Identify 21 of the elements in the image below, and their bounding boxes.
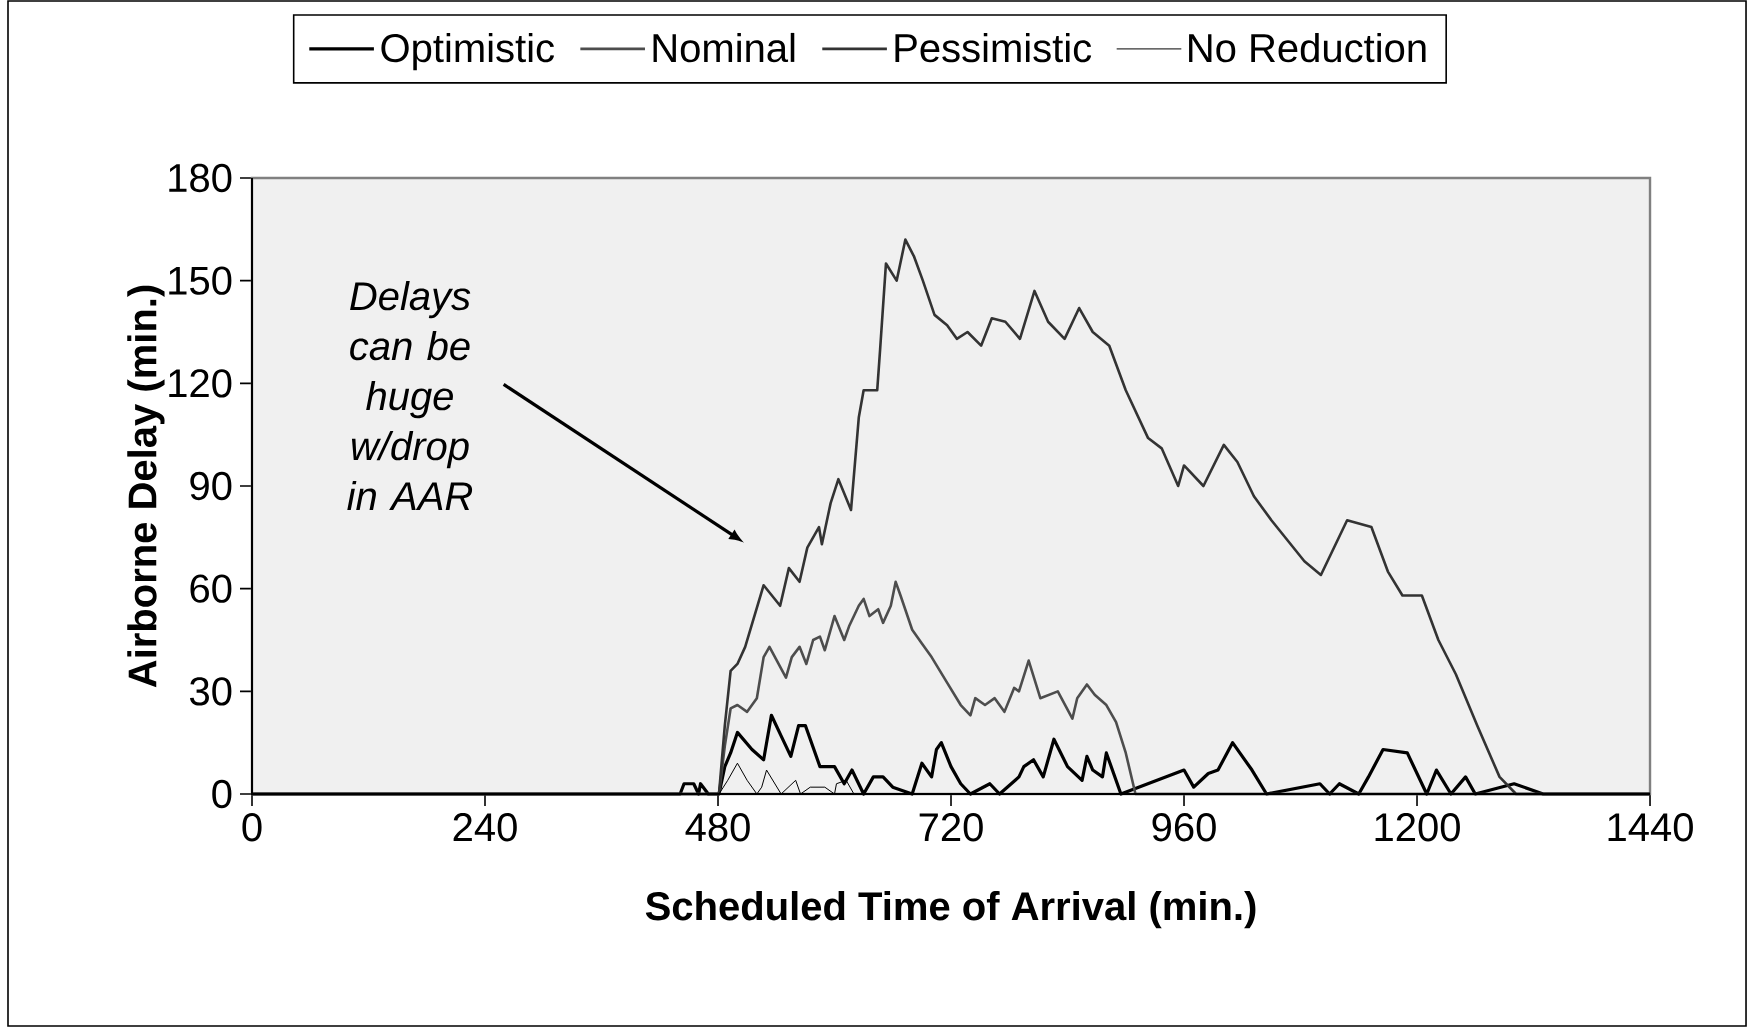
- annotation: Delays can be huge w/drop in AAR: [347, 280, 473, 510]
- y-tick-label: 90: [190, 471, 232, 501]
- legend-label: Pessimistic: [895, 32, 1092, 63]
- x-tick-label: 720: [919, 813, 983, 842]
- legend-label: Optimistic: [381, 32, 554, 71]
- legend-label: No Reduction: [1189, 32, 1426, 63]
- y-tick-label: 150: [169, 266, 232, 295]
- y-tick-label: 60: [190, 574, 232, 603]
- x-tick-label: 1200: [1375, 813, 1460, 842]
- x-tick-label: 240: [453, 813, 517, 842]
- x-axis-title: Scheduled Time of Arrival (min.): [645, 891, 1256, 929]
- x-tick-label: 0: [242, 813, 262, 842]
- x-tick-label: 1440: [1608, 813, 1693, 842]
- legend-label: Nominal: [653, 32, 795, 63]
- y-tick-label: 0: [212, 779, 232, 809]
- y-tick-label: 30: [190, 677, 232, 706]
- y-tick-label: 180: [169, 163, 232, 193]
- y-tick-label: 120: [169, 369, 232, 398]
- x-tick-label: 960: [1152, 813, 1216, 842]
- x-tick-label: 480: [685, 813, 750, 842]
- y-axis-title: Airborne Delay (min.): [127, 285, 165, 688]
